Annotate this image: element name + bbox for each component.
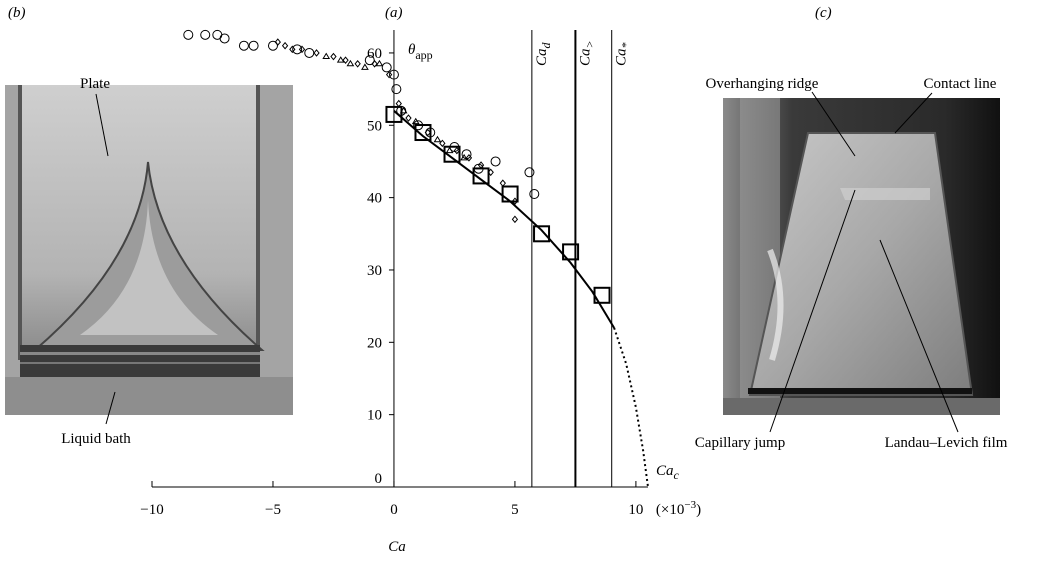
- diamond-point: [511, 215, 519, 224]
- diamond-point: [439, 139, 446, 148]
- panel-label: (b): [8, 5, 26, 21]
- square-point: [443, 145, 461, 163]
- x-tick-label: −5: [265, 502, 281, 518]
- end-label: Cac: [656, 463, 680, 482]
- circle-point: [524, 167, 535, 178]
- y-label-text: θ: [408, 42, 416, 58]
- circle-point: [267, 40, 278, 51]
- x-unit-sup: −3: [684, 499, 696, 511]
- panel-label: (c): [815, 5, 832, 21]
- circle-point: [381, 62, 392, 73]
- circle-point: [391, 84, 402, 95]
- photo-b: [5, 85, 293, 425]
- square-point: [414, 124, 432, 142]
- triangle-point: [322, 52, 331, 60]
- y-tick-label: 0: [374, 471, 382, 487]
- x-axis-label: Ca: [388, 539, 406, 555]
- x-unit: (×10−3): [656, 499, 701, 518]
- photo-label: Overhanging ridge: [706, 76, 819, 92]
- diamond-point: [395, 99, 402, 108]
- square-point: [472, 167, 490, 185]
- circle-point: [490, 156, 501, 167]
- y-axis-label: θapp: [408, 42, 433, 62]
- diamond-point: [289, 45, 296, 54]
- circle-point: [200, 29, 211, 40]
- circle-point: [248, 40, 259, 51]
- x-tick-label: 10: [628, 502, 643, 518]
- circle-point: [238, 40, 249, 51]
- threshold-label: Ca*: [614, 42, 633, 66]
- square-point: [562, 243, 580, 261]
- x-tick-label: 0: [390, 502, 398, 518]
- threshold-label: Cad: [534, 41, 553, 66]
- threshold-label-text: Ca: [534, 48, 550, 66]
- circle-point: [364, 55, 375, 66]
- circle-point: [529, 189, 540, 200]
- circle-point: [183, 29, 194, 40]
- y-tick-label: 30: [367, 263, 382, 279]
- diamond-point: [342, 56, 349, 64]
- x-tick-label: 5: [511, 502, 519, 518]
- square-point: [533, 225, 551, 243]
- y-tick-label: 50: [367, 118, 382, 134]
- end-label-sub: c: [674, 468, 680, 482]
- photo-c: [723, 91, 1000, 433]
- y-tick-label: 20: [367, 335, 382, 351]
- diamond-point: [274, 38, 281, 46]
- threshold-label-text: Ca: [577, 48, 593, 66]
- panel-label: (a): [385, 5, 403, 21]
- circle-point: [388, 69, 399, 80]
- photo-label: Capillary jump: [695, 435, 785, 451]
- diamond-point: [371, 60, 378, 68]
- triangle-point: [445, 146, 454, 154]
- photo-label: Plate: [80, 76, 110, 92]
- diamond-point: [313, 49, 320, 57]
- threshold-label-sub: >: [582, 40, 596, 48]
- triangle-point: [336, 56, 345, 63]
- circle-point: [219, 33, 230, 44]
- threshold-label-sub: d: [539, 41, 553, 48]
- threshold-label: Ca>: [577, 40, 596, 66]
- end-label-text: Ca: [656, 463, 674, 479]
- threshold-label-sub: *: [619, 42, 633, 48]
- photo-label: Liquid bath: [61, 431, 131, 447]
- triangle-point: [433, 135, 442, 143]
- diamond-point: [330, 52, 337, 61]
- y-tick-label: 40: [367, 191, 382, 207]
- threshold-label-text: Ca: [614, 48, 630, 66]
- x-tick-label: −10: [140, 502, 163, 518]
- triangle-point: [411, 117, 420, 125]
- y-tick-label: 60: [367, 46, 382, 62]
- triangle-point: [346, 59, 355, 67]
- photo-label: Landau–Levich film: [885, 435, 1008, 451]
- diamond-point: [385, 70, 393, 79]
- photo-label: Contact line: [924, 76, 997, 92]
- diamond-point: [281, 41, 289, 50]
- diamond-point: [298, 45, 306, 54]
- x-unit-text: (×10: [656, 502, 684, 518]
- square-point: [385, 105, 403, 123]
- triangle-point: [361, 63, 369, 70]
- circle-point: [292, 44, 303, 55]
- model-curve: [613, 327, 649, 488]
- model-curve: [393, 110, 615, 329]
- x-unit-tail: ): [696, 502, 701, 518]
- triangle-point: [375, 59, 384, 67]
- y-label-sub: app: [415, 48, 432, 62]
- circle-point: [304, 47, 315, 58]
- diamond-point: [499, 179, 506, 187]
- diamond-point: [354, 60, 361, 68]
- diamond-point: [405, 114, 412, 122]
- triangle-point: [460, 153, 469, 161]
- diamond-point: [465, 154, 473, 162]
- y-tick-label: 10: [367, 408, 382, 424]
